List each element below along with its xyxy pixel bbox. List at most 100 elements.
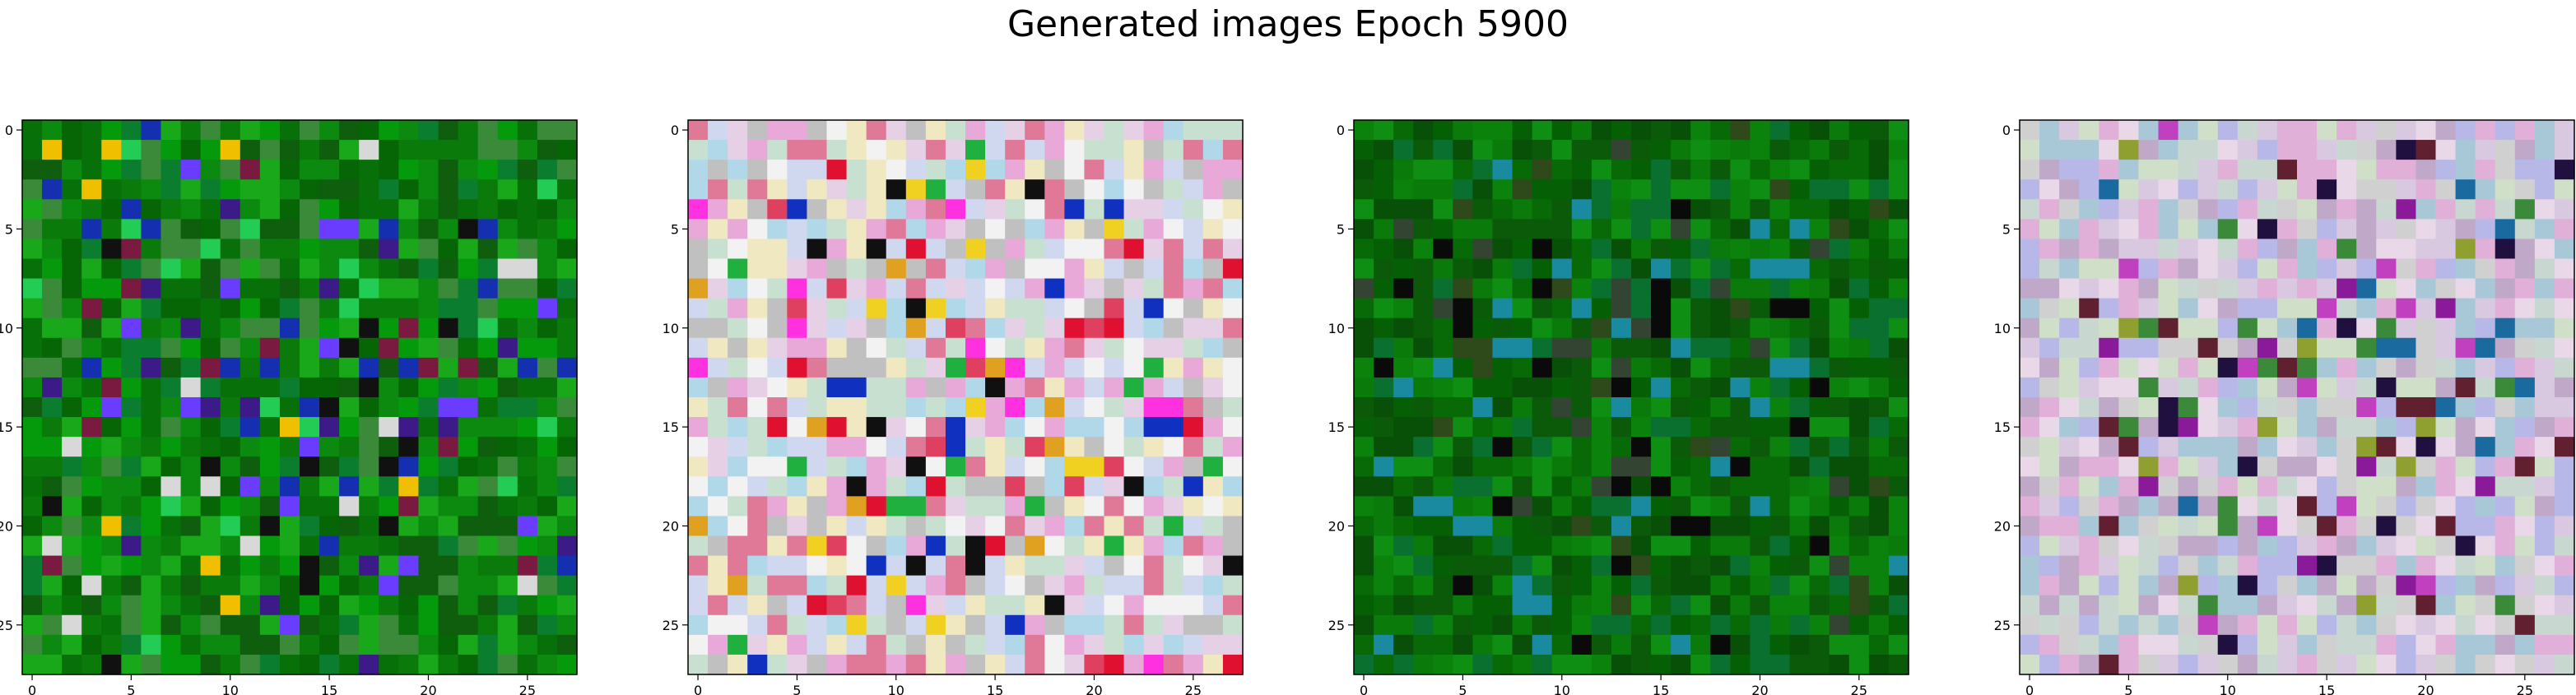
y-tick-label: 5 (5, 221, 13, 237)
pixel-cell (200, 258, 221, 280)
pixel-cell (101, 575, 122, 596)
pixel-cell (1789, 535, 1811, 557)
pixel-cell (2475, 417, 2496, 438)
pixel-cell (220, 575, 241, 596)
pixel-cell (2079, 239, 2099, 260)
pixel-cell (688, 397, 709, 418)
pixel-cell (259, 337, 281, 359)
pixel-cell (1005, 555, 1025, 577)
pixel-cell (2337, 575, 2357, 596)
pixel-cell (1829, 496, 1850, 517)
pixel-cell (1413, 357, 1434, 378)
pixel-cell (1222, 516, 1244, 537)
pixel-cell (688, 595, 709, 616)
pixel-cell (2514, 199, 2536, 220)
pixel-cell (2317, 179, 2337, 200)
pixel-cell (2416, 456, 2437, 477)
pixel-cell (2356, 179, 2377, 200)
pixel-cell (866, 555, 887, 577)
pixel-cell (846, 654, 867, 675)
pixel-cell (458, 614, 479, 636)
pixel-cell (1868, 397, 1890, 418)
pixel-cell (141, 575, 162, 596)
pixel-cell (438, 160, 459, 180)
pixel-cell (688, 278, 709, 299)
pixel-cell (1868, 516, 1890, 537)
pixel-cell (1163, 298, 1184, 319)
pixel-cell (418, 555, 439, 577)
pixel-cell (1374, 614, 1394, 636)
pixel-cell (1829, 199, 1850, 220)
pixel-cell (2059, 317, 2080, 339)
pixel-cell (1611, 417, 1632, 438)
pixel-cell (2118, 654, 2140, 675)
pixel-cell (2059, 140, 2080, 160)
pixel-cell (239, 595, 261, 616)
pixel-cell (2337, 456, 2357, 477)
pixel-cell (728, 160, 748, 180)
pixel-cell (965, 219, 986, 240)
pixel-cell (2059, 417, 2080, 438)
pixel-cell (965, 160, 986, 180)
pixel-cell (1222, 357, 1244, 378)
pixel-cell (1769, 357, 1791, 378)
pixel-cell (846, 476, 867, 497)
pixel-cell (2376, 377, 2397, 398)
pixel-cell (1512, 417, 1533, 438)
pixel-cell (2257, 456, 2278, 477)
pixel-cell (1512, 337, 1533, 359)
pixel-cell (22, 337, 43, 359)
pixel-cell (2534, 120, 2555, 141)
pixel-cell (517, 476, 538, 497)
pixel-cell (1123, 516, 1145, 537)
pixel-cell (2099, 377, 2119, 398)
pixel-cell (1472, 575, 1494, 596)
pixel-cell (1888, 120, 1909, 141)
pixel-cell (2396, 239, 2417, 260)
pixel-cell (2020, 575, 2040, 596)
pixel-cell (200, 555, 221, 577)
pixel-cell (1888, 298, 1909, 319)
pixel-cell (2197, 199, 2219, 220)
pixel-cell (985, 357, 1006, 378)
pixel-cell (200, 456, 221, 477)
pixel-cell (1848, 437, 1870, 457)
pixel-cell (1183, 258, 1204, 280)
pixel-cell (1433, 258, 1453, 280)
pixel-cell (1393, 160, 1414, 180)
pixel-cell (220, 654, 241, 675)
pixel-cell (1730, 317, 1751, 339)
pixel-cell (2455, 397, 2476, 418)
pixel-cell (1750, 575, 1771, 596)
pixel-cell (438, 417, 459, 438)
pixel-cell (2276, 160, 2298, 180)
pixel-cell (1025, 614, 1045, 636)
pixel-cell (2257, 555, 2278, 577)
pixel-cell (300, 634, 320, 656)
pixel-cell (688, 437, 709, 457)
pixel-cell (905, 298, 927, 319)
pixel-cell (787, 456, 808, 477)
pixel-cell (1591, 614, 1612, 636)
pixel-cell (537, 219, 558, 240)
pixel-cell (747, 357, 768, 378)
pixel-cell (537, 160, 558, 180)
pixel-cell (1222, 535, 1244, 557)
pixel-cell (1710, 357, 1731, 378)
pixel-cell (101, 140, 122, 160)
pixel-cell (2514, 120, 2536, 141)
pixel-cell (477, 555, 499, 577)
pixel-cell (259, 258, 281, 280)
pixel-cell (1183, 437, 1204, 457)
pixel-cell (1848, 239, 1870, 260)
pixel-cell (1651, 654, 1672, 675)
pixel-cell (2495, 357, 2516, 378)
pixel-cell (965, 140, 986, 160)
y-tick-label: 5 (1337, 221, 1345, 237)
pixel-cell (1591, 555, 1612, 577)
pixel-cell (2118, 160, 2140, 180)
pixel-cell (925, 496, 946, 517)
pixel-cell (458, 437, 479, 457)
pixel-cell (2059, 298, 2080, 319)
pixel-cell (1829, 258, 1850, 280)
